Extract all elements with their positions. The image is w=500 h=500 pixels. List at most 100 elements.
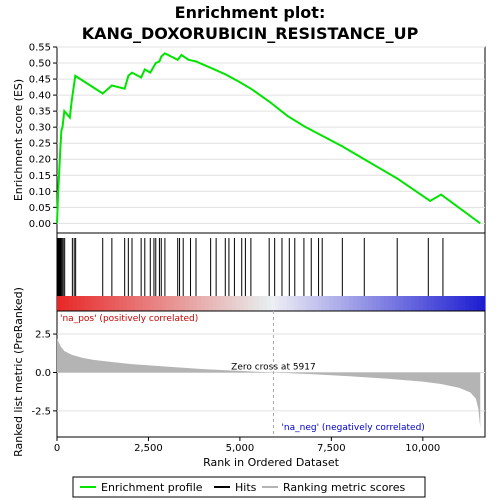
rank-color-cell <box>162 296 167 311</box>
rank-color-cell <box>68 296 74 311</box>
es-y-tick-label: 0.40 <box>29 91 51 102</box>
es-y-ticks: 0.00 0.05 0.10 0.15 0.20 0.25 0.30 0.35 0.40 0.45… <box>29 43 57 230</box>
rank-color-cell <box>185 296 190 311</box>
rank-color-cell <box>399 296 404 311</box>
rank-color-cell <box>274 296 280 311</box>
rank-color-cell <box>150 296 155 311</box>
x-tick-label: 5,000 <box>226 443 255 454</box>
rank-color-cell <box>197 296 202 311</box>
rank-color-cell <box>329 296 334 311</box>
rank-color-cell <box>426 296 432 311</box>
rank-color-cell <box>224 296 229 311</box>
rank-color-cell <box>457 296 463 311</box>
rank-color-bar <box>57 296 486 311</box>
rank-color-cell <box>434 296 439 311</box>
rank-color-cell <box>169 296 175 311</box>
rank-color-cell <box>313 296 319 311</box>
rank-color-cell <box>422 296 428 311</box>
metric-y-tick-label: 0.0 <box>35 368 51 379</box>
rank-color-cell <box>442 296 447 311</box>
es-y-tick-label: 0.45 <box>29 75 51 86</box>
rank-color-cell <box>181 296 186 311</box>
rank-color-cell <box>138 296 144 311</box>
rank-color-cell <box>235 296 241 311</box>
rank-color-cell <box>228 296 233 311</box>
legend-metric-label: Ranking metric scores <box>283 481 405 494</box>
rank-color-cell <box>395 296 400 311</box>
metric-y-ticks: 2.5 0.0 -2.5 <box>31 330 57 417</box>
rank-color-cell <box>430 296 436 311</box>
rank-color-cell <box>403 296 408 311</box>
rank-color-cell <box>321 296 327 311</box>
hit-markers <box>57 238 444 296</box>
x-tick-label: 0 <box>54 443 60 454</box>
x-tick-label: 7,500 <box>317 443 346 454</box>
rank-color-cell <box>465 296 471 311</box>
rank-color-cell <box>200 296 206 311</box>
rank-color-cell <box>99 296 105 311</box>
rank-color-cell <box>376 296 381 311</box>
plot-title-line2: KANG_DOXORUBICIN_RESISTANCE_UP <box>82 24 419 43</box>
es-panel: 0.00 0.05 0.10 0.15 0.20 0.25 0.30 0.35 0.40 0.45… <box>12 43 486 234</box>
rank-color-cell <box>325 296 330 311</box>
hits-panel <box>56 232 486 312</box>
rank-color-cell <box>123 296 128 311</box>
es-y-tick-label: 0.30 <box>29 123 51 134</box>
rank-color-cell <box>333 296 338 311</box>
legend-hits-label: Hits <box>235 481 257 494</box>
rank-color-cell <box>103 296 109 311</box>
legend-enrichment-label: Enrichment profile <box>101 481 203 494</box>
rank-color-cell <box>414 296 420 311</box>
rank-color-cell <box>477 296 482 311</box>
rank-color-cell <box>302 296 307 311</box>
rank-color-cell <box>383 296 389 311</box>
zero-cross-label: Zero cross at 5917 <box>231 362 316 372</box>
rank-color-cell <box>418 296 424 311</box>
es-y-tick-label: 0.50 <box>29 59 51 70</box>
rank-color-cell <box>337 296 342 311</box>
es-gridlines <box>57 46 485 224</box>
rank-color-cell <box>189 296 194 311</box>
rank-color-cell <box>220 296 225 311</box>
rank-color-cell <box>204 296 210 311</box>
rank-color-cell <box>158 296 163 311</box>
rank-color-cell <box>344 296 350 311</box>
x-axis-ticks: 0 2,500 5,000 7,500 10,000 <box>54 437 440 454</box>
es-y-tick-label: 0.10 <box>29 187 51 198</box>
rank-color-cell <box>364 296 369 311</box>
rank-color-cell <box>80 296 85 311</box>
rank-color-cell <box>368 296 373 311</box>
rank-color-cell <box>360 296 365 311</box>
rank-color-cell <box>60 296 66 311</box>
es-y-tick-label: 0.20 <box>29 155 51 166</box>
rank-color-cell <box>263 296 268 311</box>
rank-color-cell <box>208 296 214 311</box>
rank-color-cell <box>341 296 346 311</box>
rank-color-cell <box>481 296 486 311</box>
rank-color-cell <box>95 296 101 311</box>
rank-color-cell <box>387 296 393 311</box>
es-y-tick-label: 0.05 <box>29 203 51 214</box>
rank-color-cell <box>154 296 159 311</box>
rank-color-cell <box>76 296 81 311</box>
rank-color-cell <box>298 296 303 311</box>
rank-color-cell <box>438 296 443 311</box>
rank-color-cell <box>107 296 113 311</box>
rank-color-cell <box>306 296 311 311</box>
rank-color-cell <box>119 296 124 311</box>
rank-color-cell <box>309 296 315 311</box>
rank-color-cell <box>278 296 284 311</box>
legend: Enrichment profile Hits Ranking metric s… <box>72 476 426 498</box>
rank-color-cell <box>469 296 474 311</box>
rank-color-cell <box>64 296 70 311</box>
rank-color-cell <box>165 296 171 311</box>
rank-color-cell <box>72 296 78 311</box>
rank-color-cell <box>294 296 299 311</box>
rank-color-cell <box>84 296 89 311</box>
rank-color-cell <box>267 296 272 311</box>
x-axis-label: Rank in Ordered Dataset <box>203 456 340 469</box>
rank-color-cell <box>473 296 478 311</box>
rank-color-cell <box>111 296 116 311</box>
rank-color-cell <box>290 296 295 311</box>
rank-color-cell <box>317 296 323 311</box>
